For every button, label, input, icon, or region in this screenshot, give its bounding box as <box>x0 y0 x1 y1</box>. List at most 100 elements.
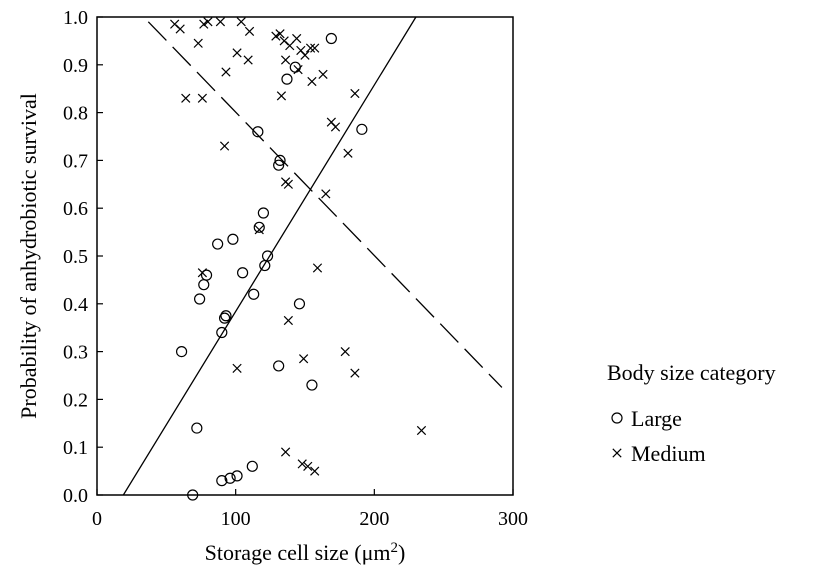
medium-point <box>243 55 253 65</box>
large-point <box>325 32 337 45</box>
medium-point <box>350 368 360 378</box>
x-axis: 0 100 200 300 <box>92 489 528 530</box>
large-point <box>237 267 249 279</box>
large-point <box>273 159 285 171</box>
large-point <box>231 470 243 482</box>
large-point <box>218 312 231 324</box>
large-point <box>194 293 206 305</box>
medium-point <box>275 29 285 39</box>
medium-point <box>203 17 213 27</box>
y-axis-title: Probability of anhydrobiotic survival <box>16 93 41 419</box>
large-point <box>252 126 264 138</box>
medium-point <box>285 41 295 51</box>
y-tick-label: 0.7 <box>63 150 88 172</box>
medium-point <box>350 88 360 99</box>
medium-point <box>300 50 310 60</box>
fit-line-large <box>122 16 417 496</box>
plot-frame <box>96 16 514 496</box>
y-tick-label: 0.5 <box>63 246 88 268</box>
medium-point <box>318 69 328 79</box>
large-point <box>306 379 318 391</box>
medium-point <box>298 354 309 364</box>
large-point <box>257 207 269 219</box>
x-tick-label: 200 <box>359 508 389 530</box>
medium-point <box>254 225 264 235</box>
large-point <box>175 346 188 358</box>
medium-point <box>307 76 317 87</box>
medium-point <box>215 17 226 27</box>
medium-point <box>232 363 242 373</box>
large-point <box>212 238 224 250</box>
y-tick-label: 0.2 <box>63 389 88 411</box>
large-point <box>246 460 258 472</box>
medium-point <box>199 19 209 29</box>
y-tick-label: 1.0 <box>63 7 88 29</box>
large-point <box>293 298 306 310</box>
fit-line-medium <box>147 21 503 388</box>
medium-point <box>330 122 341 132</box>
y-tick-label: 0.1 <box>63 437 88 459</box>
medium-point <box>310 466 320 476</box>
x-tick-label: 100 <box>221 508 251 530</box>
y-tick-label: 0.0 <box>63 485 88 507</box>
large-point <box>356 123 368 135</box>
medium-point <box>244 26 255 36</box>
large-point <box>273 360 285 372</box>
large-point <box>248 288 260 300</box>
medium-point <box>181 93 191 103</box>
large-point <box>227 233 239 245</box>
data-points <box>170 17 427 501</box>
legend-label-large: Large <box>631 406 682 431</box>
medium-point <box>197 268 208 278</box>
legend-label-medium: Medium <box>631 441 706 466</box>
medium-point <box>175 24 185 34</box>
medium-point <box>310 43 320 53</box>
medium-point <box>197 93 208 103</box>
large-point <box>281 73 293 85</box>
y-tick-label: 0.4 <box>63 294 88 316</box>
fit-lines <box>122 16 503 496</box>
legend-title: Body size category <box>607 360 776 385</box>
medium-point <box>303 461 313 471</box>
legend: Body size category Large Medium <box>607 360 776 466</box>
large-point <box>198 279 210 291</box>
medium-point <box>283 179 293 189</box>
medium-point <box>321 189 331 199</box>
y-axis: 0.0 0.1 0.2 0.3 0.4 0.5 0.6 0.7 0.8 0.9 1.0 <box>63 7 103 507</box>
medium-point <box>297 459 307 469</box>
large-point <box>200 269 213 281</box>
large-point <box>259 259 271 272</box>
medium-point <box>221 67 231 77</box>
large-point <box>191 422 203 434</box>
large-point <box>224 472 236 484</box>
medium-point <box>283 315 293 326</box>
medium-point <box>305 43 316 53</box>
y-tick-label: 0.6 <box>63 198 88 220</box>
y-tick-label: 0.9 <box>63 55 88 77</box>
y-tick-label: 0.8 <box>63 103 88 125</box>
large-point <box>220 310 232 322</box>
medium-point <box>276 91 287 101</box>
large-point <box>274 154 286 166</box>
x-tick-label: 300 <box>498 508 528 530</box>
legend-marker-medium <box>612 448 622 458</box>
medium-point <box>232 48 242 58</box>
y-tick-label: 0.3 <box>63 342 88 364</box>
medium-point <box>416 425 427 436</box>
large-point <box>216 326 228 339</box>
medium-point <box>343 148 353 158</box>
medium-point <box>312 263 323 273</box>
medium-point <box>340 346 350 357</box>
large-point <box>261 250 274 262</box>
legend-marker-large <box>611 412 623 424</box>
x-axis-title: Storage cell size (μm2) <box>205 540 406 565</box>
medium-point <box>271 31 281 41</box>
medium-point <box>193 38 203 48</box>
medium-point <box>293 64 303 75</box>
medium-point <box>236 17 246 27</box>
x-tick-label: 0 <box>92 508 102 530</box>
large-point <box>253 221 265 233</box>
medium-point <box>292 33 302 44</box>
large-point <box>216 475 228 487</box>
